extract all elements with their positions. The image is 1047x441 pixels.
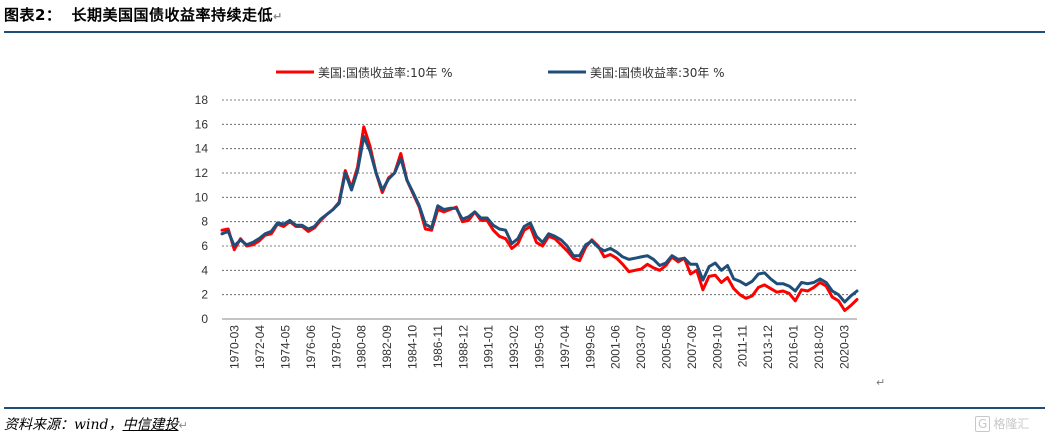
x-tick-label-1995-03: 1995-03 bbox=[533, 325, 547, 369]
series-line-30y bbox=[220, 135, 859, 304]
x-tick-label-2009-10: 2009-10 bbox=[710, 325, 724, 369]
x-tick-label-2011-11: 2011-11 bbox=[736, 325, 750, 368]
x-axis-ticks: 1970-03 1972-04 1974-05 1976-06 1978-07 1980-… bbox=[228, 325, 852, 369]
y-tick-label-8: 8 bbox=[201, 215, 208, 229]
x-tick-label-1984-10: 1984-10 bbox=[406, 325, 420, 369]
x-tick-label-1982-09: 1982-09 bbox=[380, 325, 394, 369]
y-tick-label-12: 12 bbox=[195, 166, 209, 180]
x-tick-label-2016-01: 2016-01 bbox=[787, 325, 801, 369]
x-tick-label-2003-07: 2003-07 bbox=[634, 325, 648, 369]
x-tick-label-1972-04: 1972-04 bbox=[253, 325, 267, 369]
chart-legend: 美国:国债收益率:10年 % 美国:国债收益率:30年 % bbox=[276, 65, 725, 80]
watermark-icon: G bbox=[975, 416, 991, 432]
return-mark-source: ↵ bbox=[178, 419, 188, 432]
return-mark: ↵ bbox=[272, 10, 283, 23]
legend-label-30y: 美国:国债收益率:30年 % bbox=[590, 65, 725, 80]
source-org: 中信建投 bbox=[122, 417, 179, 433]
source-note: 资料来源：wind，中信建投↵ bbox=[4, 414, 188, 434]
bottom-rule bbox=[4, 407, 1045, 409]
x-tick-label-1978-07: 1978-07 bbox=[329, 325, 343, 369]
x-tick-label-2020-03: 2020-03 bbox=[837, 325, 851, 369]
figure-label: 图表2： bbox=[4, 6, 62, 24]
x-tick-label-1991-01: 1991-01 bbox=[482, 325, 496, 369]
x-tick-label-1993-02: 1993-02 bbox=[507, 325, 521, 369]
y-axis-ticks: 0 2 4 6 8 10 12 14 16 18 bbox=[195, 93, 209, 326]
gridlines bbox=[222, 99, 857, 320]
y-tick-label-10: 10 bbox=[195, 190, 209, 204]
x-tick-label-2007-09: 2007-09 bbox=[685, 325, 699, 369]
series-lines bbox=[220, 125, 859, 312]
legend-label-10y: 美国:国债收益率:10年 % bbox=[318, 65, 453, 80]
y-tick-label-16: 16 bbox=[195, 117, 209, 131]
x-tick-label-1988-12: 1988-12 bbox=[456, 325, 470, 369]
watermark: G 格隆汇 bbox=[975, 415, 1029, 432]
x-tick-label-1974-05: 1974-05 bbox=[279, 325, 293, 369]
x-tick-label-1980-08: 1980-08 bbox=[355, 325, 369, 369]
y-tick-label-18: 18 bbox=[195, 93, 209, 107]
top-rule bbox=[4, 31, 1045, 33]
x-tick-label-2018-02: 2018-02 bbox=[812, 325, 826, 369]
watermark-text: 格隆汇 bbox=[993, 417, 1030, 431]
figure-title-text: 长期美国国债收益率持续走低 bbox=[71, 6, 273, 24]
x-tick-label-1986-11: 1986-11 bbox=[431, 325, 445, 368]
series-line-10y bbox=[220, 125, 859, 312]
source-prefix: 资料来源：wind， bbox=[4, 417, 123, 433]
x-tick-label-1999-05: 1999-05 bbox=[583, 325, 597, 369]
y-tick-label-2: 2 bbox=[201, 288, 208, 302]
return-mark-chart: ↵ bbox=[876, 376, 886, 389]
y-tick-label-14: 14 bbox=[195, 142, 209, 156]
x-tick-label-1970-03: 1970-03 bbox=[228, 325, 242, 369]
y-tick-label-6: 6 bbox=[201, 239, 208, 253]
figure-title: 图表2： 长期美国国债收益率持续走低↵ bbox=[4, 4, 283, 25]
x-tick-label-1976-06: 1976-06 bbox=[304, 325, 318, 369]
x-tick-label-2013-12: 2013-12 bbox=[761, 325, 775, 369]
y-tick-label-4: 4 bbox=[201, 263, 208, 277]
y-tick-label-0: 0 bbox=[201, 312, 208, 326]
x-tick-label-2005-08: 2005-08 bbox=[660, 325, 674, 369]
x-tick-label-1997-04: 1997-04 bbox=[558, 325, 572, 369]
x-tick-label-2001-06: 2001-06 bbox=[609, 325, 623, 369]
